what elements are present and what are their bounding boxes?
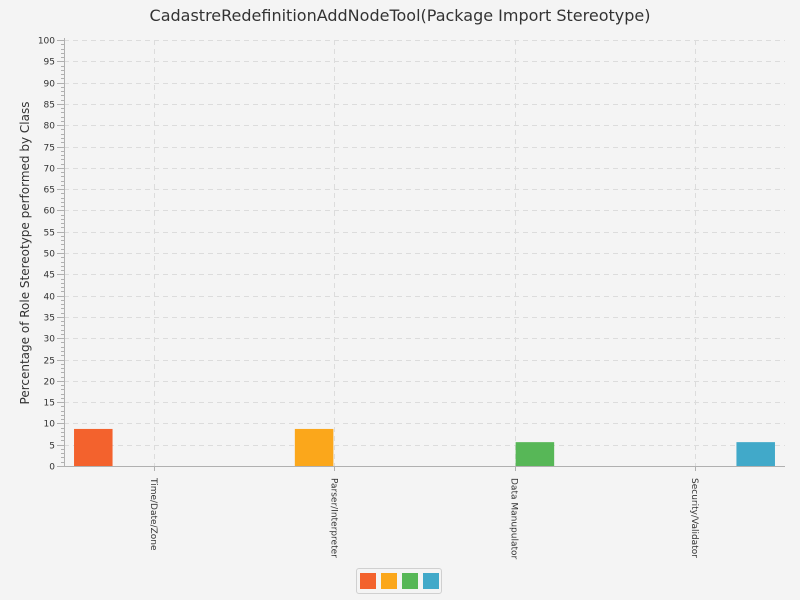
y-tick-label: 35 [44,314,55,324]
y-tick-label: 30 [44,335,56,345]
chart-title: CadastreRedefinitionAddNodeTool(Package … [149,6,651,25]
y-tick-label: 65 [44,186,55,196]
legend [356,568,442,594]
x-tick-label: Data Manupulator [509,478,519,560]
bar [736,442,775,466]
y-tick-label: 55 [44,229,55,239]
y-tick-label: 0 [49,463,55,473]
legend-swatch [380,573,397,589]
x-tick-label: Parser/Interpreter [328,478,338,558]
y-tick-label: 40 [44,293,56,303]
y-axis-title: Percentage of Role Stereotype performed … [18,102,32,405]
legend-swatch [359,573,376,589]
legend-swatch [422,573,439,589]
bar [294,428,334,466]
y-tick-label: 70 [44,165,56,175]
y-tick-label: 75 [44,144,55,154]
y-tick-label: 100 [38,37,55,47]
y-tick-label: 15 [44,399,55,409]
x-tick-label: Time/Date/Zone [148,477,158,551]
y-tick-label: 90 [44,80,56,90]
y-tick-label: 50 [44,250,56,260]
y-tick-label: 20 [44,378,56,388]
y-tick-label: 95 [44,58,55,68]
y-tick-label: 85 [44,101,55,111]
bar [74,428,113,466]
y-tick-label: 60 [44,207,56,217]
y-tick-label: 45 [44,271,55,281]
y-tick-label: 80 [44,122,56,132]
y-tick-label: 10 [44,420,56,430]
x-tick-label: Security/Validator [689,478,699,558]
y-tick-label: 25 [44,357,55,367]
bar [515,442,555,466]
y-tick-label: 5 [49,442,55,452]
legend-swatch [401,573,418,589]
